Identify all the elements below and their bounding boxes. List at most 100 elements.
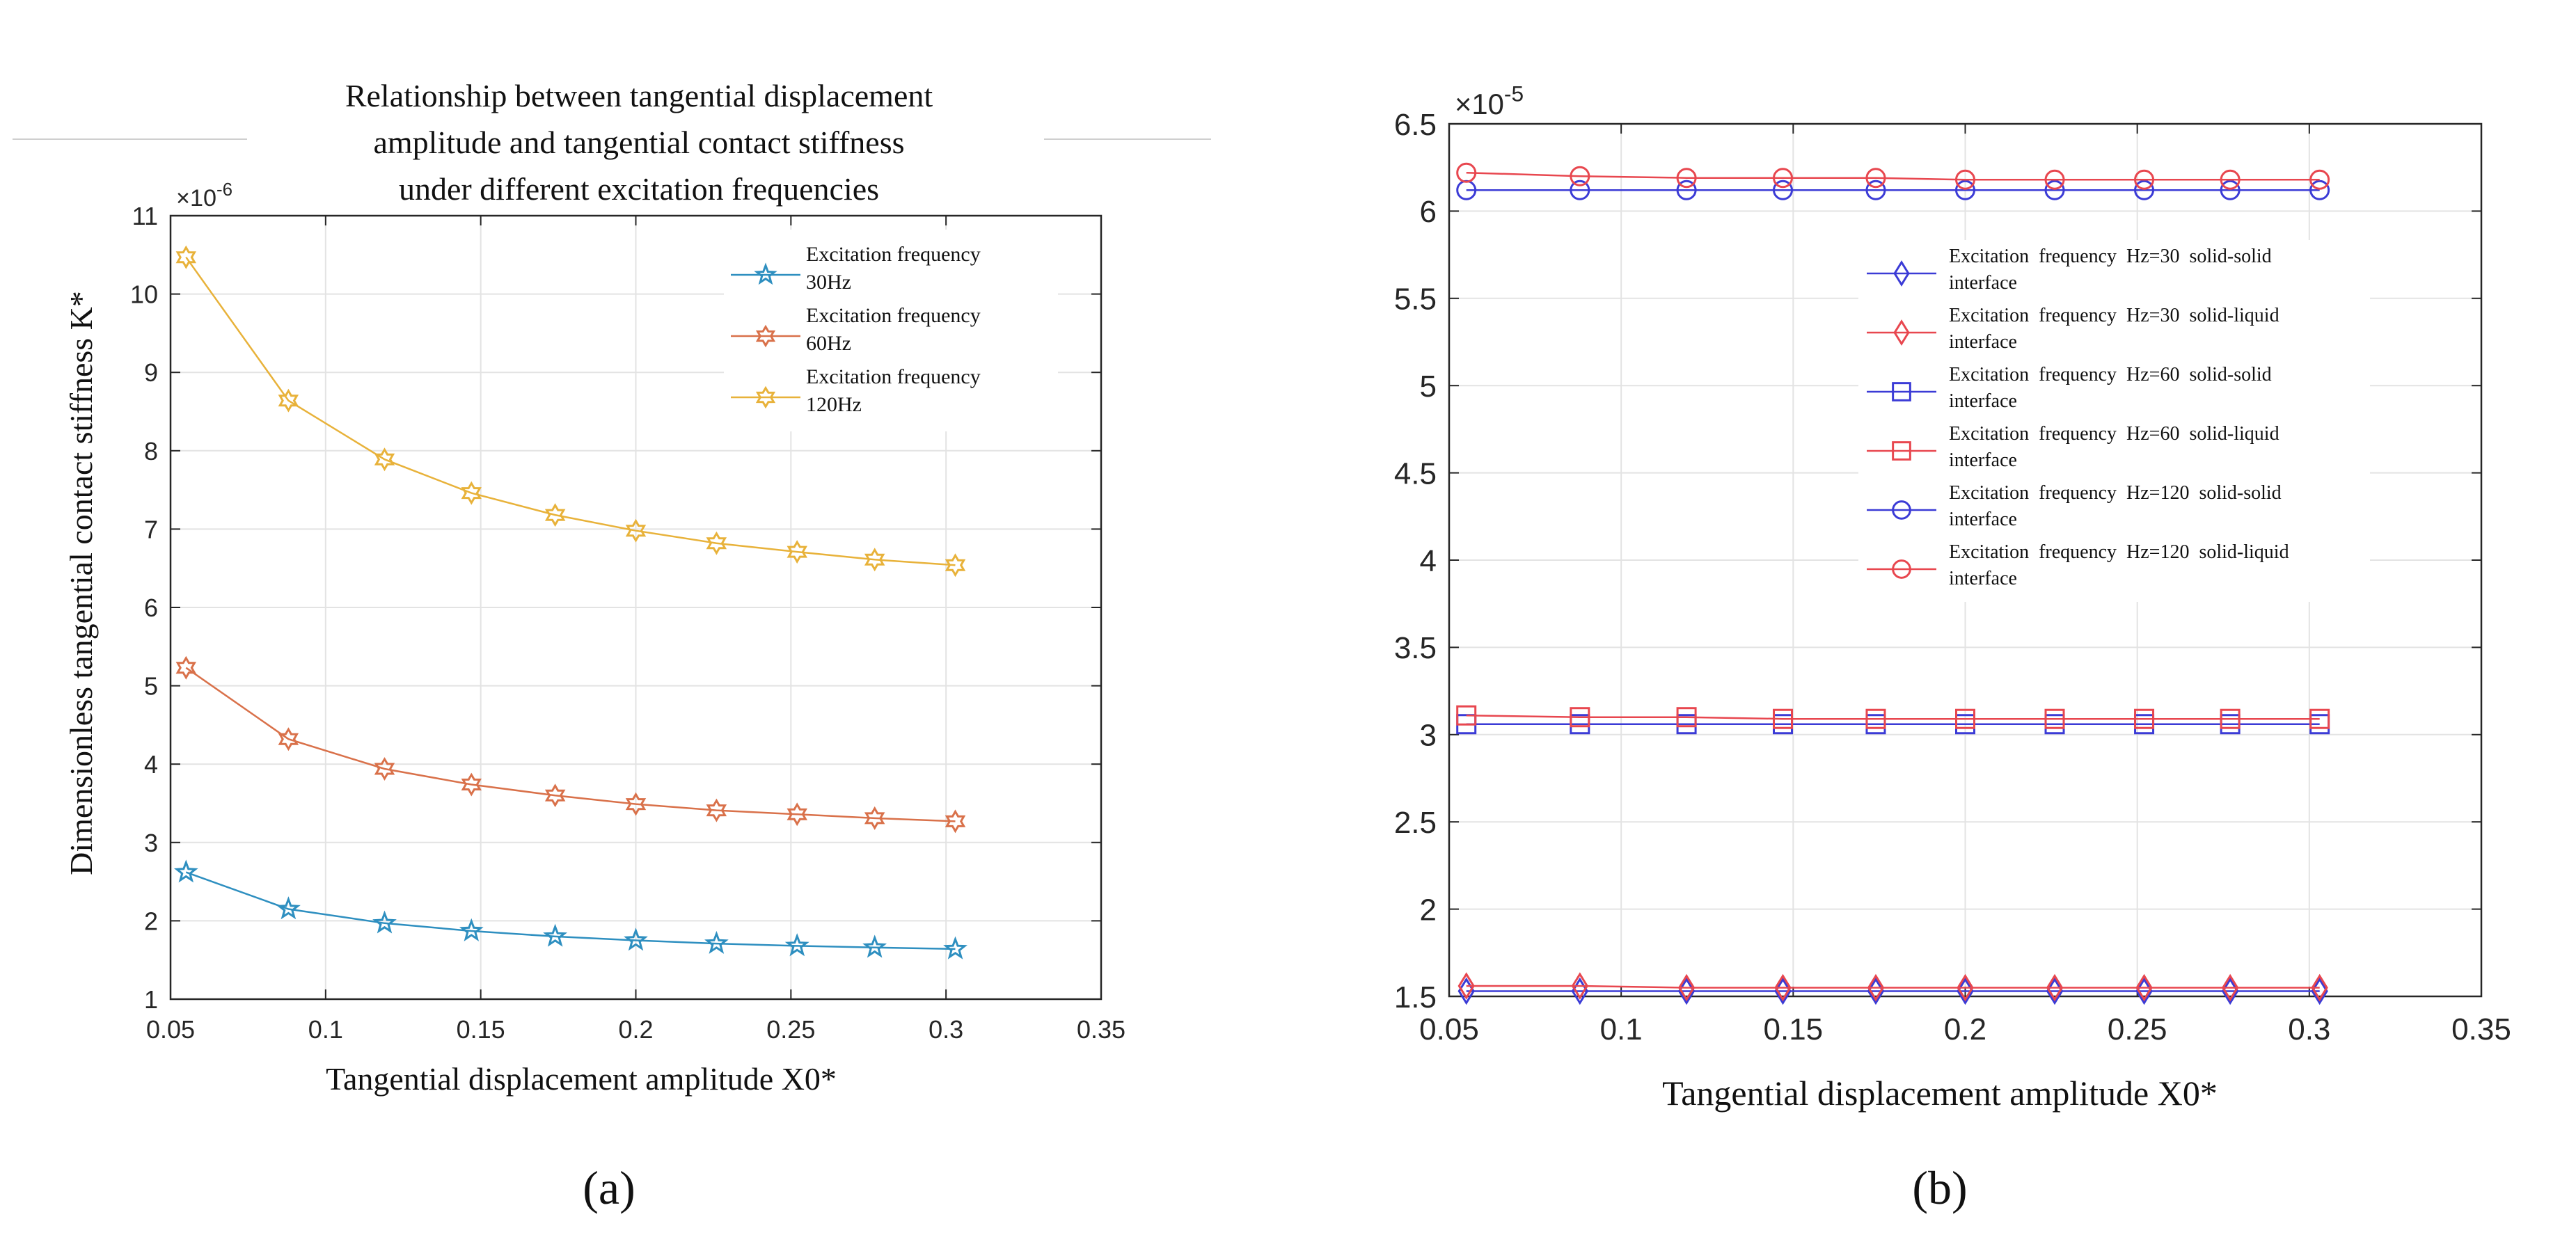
- legend-label: Excitation frequency Hz=120 solid-solid: [1949, 482, 2282, 504]
- title-line-1: Relationship between tangential displace…: [345, 78, 933, 113]
- legend-label: Excitation frequency Hz=30 solid-solid: [1949, 246, 2272, 267]
- data-point: [943, 936, 967, 960]
- data-point: [2220, 169, 2241, 190]
- data-point: [2044, 708, 2065, 729]
- y-tick-label: 1: [144, 985, 158, 1014]
- data-point: [1571, 977, 1589, 1005]
- series-line: [185, 256, 956, 566]
- data-point: [278, 727, 299, 751]
- data-point: [1457, 977, 1475, 1005]
- legend-item: Excitation frequency Hz=30 solid-solid in…: [1867, 246, 2272, 294]
- x-tick-label: 0.35: [2451, 1012, 2511, 1046]
- y-tick-label: 3: [144, 829, 158, 857]
- data-point: [945, 809, 966, 834]
- y-tick-label: 8: [144, 437, 158, 465]
- legend-label: Excitation frequency Hz=120 solid-liquid: [1949, 541, 2289, 563]
- y-tick-label: 2: [144, 907, 158, 935]
- x-tick-label: 0.05: [1419, 1012, 1479, 1046]
- legend-label: Excitation frequency: [806, 365, 981, 388]
- data-point: [864, 806, 885, 830]
- data-point: [2135, 973, 2153, 1002]
- plot-area-b: 0.05 0.1 0.15 0.2 0.25 0.3 0.35 1.5 2 2.5 3 3.5 4 4.5…: [1394, 81, 2511, 1046]
- data-point: [1867, 973, 1885, 1002]
- title-line-2: amplitude and tangential contact stiffne…: [373, 125, 904, 160]
- data-point: [1955, 708, 1975, 729]
- x-tick-label: 0.3: [2288, 1012, 2330, 1046]
- data-point: [862, 934, 887, 958]
- y-tick-label: 6.5: [1394, 108, 1437, 142]
- x-tick-label: 0.3: [929, 1015, 963, 1044]
- data-point: [704, 930, 729, 954]
- data-point: [787, 540, 807, 564]
- data-point: [2311, 973, 2328, 1002]
- legend-item: Excitation frequency Hz=120 solid-liquid…: [1867, 541, 2289, 589]
- data-point: [625, 792, 647, 816]
- data-point: [2134, 708, 2155, 729]
- y-tick-label: 1.5: [1394, 980, 1437, 1014]
- data-point: [945, 553, 966, 578]
- data-point: [278, 388, 299, 413]
- data-point: [1865, 180, 1886, 200]
- y-exponent-label: ×10-6: [176, 180, 232, 212]
- legend-label: Excitation frequency: [806, 243, 981, 266]
- series-1: [175, 655, 966, 834]
- data-point: [2309, 180, 2330, 200]
- series-0: [173, 859, 967, 960]
- legend-label: interface: [1949, 509, 2017, 530]
- y-exponent-label: ×10-5: [1455, 81, 1524, 120]
- legend-label: 120Hz: [806, 393, 862, 416]
- legend-item: Excitation frequency Hz=30 solid-liquid i…: [1867, 305, 2279, 353]
- title-line-3: under different excitation frequencies: [399, 171, 879, 207]
- y-tick-label: 6: [1420, 195, 1437, 229]
- data-point: [2044, 180, 2065, 200]
- legend-marker: [754, 262, 777, 285]
- legend-item: Excitation frequency Hz=60 solid-liquid i…: [1867, 423, 2279, 471]
- series-line: [1466, 171, 2320, 181]
- legend-item: Excitation frequency Hz=120 solid-solid i…: [1867, 482, 2282, 530]
- data-point: [1773, 168, 1794, 189]
- y-tick-label: 5: [144, 672, 158, 701]
- y-tick-label: 5: [1420, 369, 1437, 404]
- y-tick-label: 2: [1420, 893, 1437, 927]
- data-point: [787, 802, 807, 827]
- x-tick-label: 0.35: [1077, 1015, 1125, 1044]
- series-line: [185, 667, 956, 822]
- data-point: [1955, 169, 1975, 190]
- y-tick-label: 4: [1420, 544, 1437, 578]
- data-point: [461, 481, 482, 505]
- data-point: [2220, 708, 2241, 729]
- legend-marker: [1892, 382, 1911, 401]
- series-4: [1456, 180, 2330, 200]
- data-point: [1456, 162, 1477, 183]
- x-tick-label: 0.2: [1944, 1012, 1986, 1046]
- data-point: [624, 927, 648, 951]
- legend-label: interface: [1949, 390, 2017, 412]
- y-tick-label: 11: [132, 202, 158, 230]
- data-point: [372, 910, 397, 934]
- data-point: [543, 923, 567, 947]
- data-point: [1676, 168, 1697, 189]
- data-point: [784, 933, 809, 957]
- y-tick-label: 3.5: [1394, 631, 1437, 665]
- data-point: [2220, 180, 2241, 200]
- legend-marker: [1892, 500, 1911, 520]
- series-5: [1456, 162, 2330, 190]
- series-3: [1456, 705, 2330, 729]
- data-point: [1773, 708, 1794, 729]
- data-point: [2134, 169, 2155, 190]
- data-point: [1677, 973, 1696, 1002]
- data-point: [1571, 972, 1589, 1000]
- series-line: [1466, 714, 2320, 720]
- data-point: [1570, 180, 1590, 200]
- legend-label: interface: [1949, 331, 2017, 353]
- data-point: [1676, 707, 1697, 728]
- data-point: [1865, 168, 1886, 189]
- data-point: [706, 531, 727, 555]
- plot-area-a: 0.05 0.1 0.15 0.2 0.25 0.3 0.35 1 2 3 4 5 6 7 8 9 10 11 ×1…: [130, 180, 1125, 1044]
- x-tick-label: 0.2: [618, 1015, 653, 1044]
- y-tick-label: 5.5: [1394, 282, 1437, 317]
- x-tick-label: 0.15: [457, 1015, 505, 1044]
- y-tick-label: 4: [144, 750, 158, 779]
- data-point: [2044, 169, 2065, 190]
